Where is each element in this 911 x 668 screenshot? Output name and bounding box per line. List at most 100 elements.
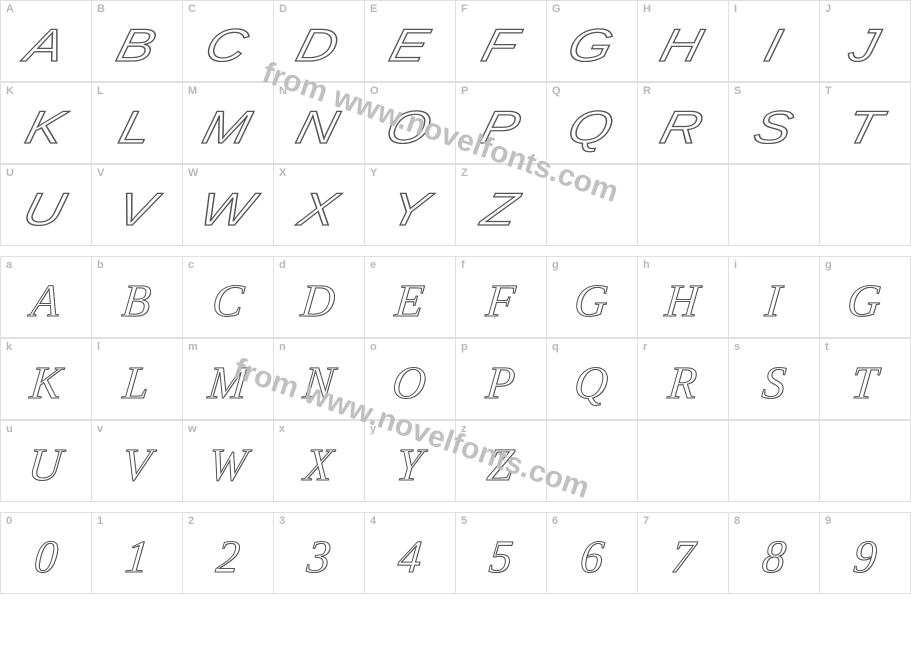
glyph-cell[interactable]: nN bbox=[273, 338, 364, 420]
cell-label: W bbox=[188, 167, 198, 179]
glyph-cell[interactable]: 66 bbox=[546, 512, 637, 594]
glyph-cell[interactable]: yY bbox=[364, 420, 455, 502]
cell-label: r bbox=[643, 341, 647, 353]
glyph-cell[interactable]: UU bbox=[0, 164, 91, 246]
glyph-cell[interactable]: 77 bbox=[637, 512, 728, 594]
glyph-cell[interactable] bbox=[546, 164, 637, 246]
glyph-cell[interactable]: 44 bbox=[364, 512, 455, 594]
glyph-cell[interactable]: vV bbox=[91, 420, 182, 502]
cell-label: n bbox=[279, 341, 286, 353]
glyph-cell[interactable]: 33 bbox=[273, 512, 364, 594]
glyph-cell[interactable]: 55 bbox=[455, 512, 546, 594]
glyph-display bbox=[773, 201, 775, 209]
glyph-cell[interactable]: LL bbox=[91, 82, 182, 164]
glyph-cell[interactable]: DD bbox=[273, 0, 364, 82]
glyph-cell[interactable]: BB bbox=[91, 0, 182, 82]
cell-label: 5 bbox=[461, 515, 467, 527]
glyph-cell[interactable]: RR bbox=[637, 82, 728, 164]
glyph-display: Y bbox=[385, 178, 435, 232]
glyph-cell[interactable]: lL bbox=[91, 338, 182, 420]
glyph-cell[interactable]: 22 bbox=[182, 512, 273, 594]
glyph-cell[interactable]: 00 bbox=[0, 512, 91, 594]
row-spacer bbox=[0, 502, 911, 512]
cell-label: x bbox=[279, 423, 285, 435]
glyph-display: 6 bbox=[578, 526, 607, 580]
glyph-row: KKLLMMNNOOPPQQRRSSTT bbox=[0, 82, 911, 164]
glyph-cell[interactable]: WW bbox=[182, 164, 273, 246]
glyph-cell[interactable]: XX bbox=[273, 164, 364, 246]
glyph-cell[interactable]: mM bbox=[182, 338, 273, 420]
glyph-cell[interactable]: NN bbox=[273, 82, 364, 164]
glyph-cell[interactable]: bB bbox=[91, 256, 182, 338]
glyph-display: Z bbox=[477, 178, 524, 232]
glyph-cell[interactable]: zZ bbox=[455, 420, 546, 502]
glyph-cell[interactable]: qQ bbox=[546, 338, 637, 420]
glyph-cell[interactable]: JJ bbox=[819, 0, 910, 82]
glyph-display bbox=[865, 457, 866, 465]
glyph-display: 5 bbox=[487, 526, 516, 580]
glyph-cell[interactable]: PP bbox=[455, 82, 546, 164]
glyph-cell[interactable]: HH bbox=[637, 0, 728, 82]
glyph-cell[interactable]: KK bbox=[0, 82, 91, 164]
glyph-cell[interactable] bbox=[819, 420, 910, 502]
glyph-cell[interactable]: pP bbox=[455, 338, 546, 420]
glyph-cell[interactable] bbox=[728, 420, 819, 502]
glyph-cell[interactable] bbox=[637, 164, 728, 246]
glyph-cell[interactable] bbox=[546, 420, 637, 502]
cell-label: H bbox=[643, 3, 651, 15]
glyph-cell[interactable]: YY bbox=[364, 164, 455, 246]
glyph-display: 9 bbox=[851, 526, 880, 580]
glyph-cell[interactable]: sS bbox=[728, 338, 819, 420]
glyph-cell[interactable]: wW bbox=[182, 420, 273, 502]
glyph-cell[interactable]: VV bbox=[91, 164, 182, 246]
glyph-display: D bbox=[300, 270, 339, 324]
glyph-cell[interactable]: gG bbox=[546, 256, 637, 338]
glyph-cell[interactable]: SS bbox=[728, 82, 819, 164]
glyph-cell[interactable]: oO bbox=[364, 338, 455, 420]
glyph-cell[interactable]: 99 bbox=[819, 512, 910, 594]
glyph-cell[interactable]: AA bbox=[0, 0, 91, 82]
cell-label: c bbox=[188, 259, 194, 271]
glyph-cell[interactable]: iI bbox=[728, 256, 819, 338]
glyph-cell[interactable]: FF bbox=[455, 0, 546, 82]
glyph-cell[interactable]: EE bbox=[364, 0, 455, 82]
glyph-cell[interactable]: MM bbox=[182, 82, 273, 164]
glyph-cell[interactable]: cC bbox=[182, 256, 273, 338]
glyph-cell[interactable]: CC bbox=[182, 0, 273, 82]
glyph-cell[interactable] bbox=[637, 420, 728, 502]
cell-label: s bbox=[734, 341, 740, 353]
glyph-display bbox=[774, 457, 775, 465]
glyph-cell[interactable]: II bbox=[728, 0, 819, 82]
glyph-cell[interactable]: TT bbox=[819, 82, 910, 164]
cell-label: o bbox=[370, 341, 377, 353]
glyph-cell[interactable]: ZZ bbox=[455, 164, 546, 246]
glyph-cell[interactable]: tT bbox=[819, 338, 910, 420]
cell-label: m bbox=[188, 341, 198, 353]
glyph-cell[interactable]: 11 bbox=[91, 512, 182, 594]
glyph-display: L bbox=[121, 352, 152, 406]
glyph-cell[interactable]: fF bbox=[455, 256, 546, 338]
glyph-cell[interactable]: uU bbox=[0, 420, 91, 502]
glyph-cell[interactable]: xX bbox=[273, 420, 364, 502]
glyph-cell[interactable]: eE bbox=[364, 256, 455, 338]
cell-label: 0 bbox=[6, 515, 12, 527]
glyph-cell[interactable] bbox=[728, 164, 819, 246]
glyph-display: S bbox=[749, 96, 799, 150]
cell-label: B bbox=[97, 3, 105, 15]
glyph-cell[interactable]: OO bbox=[364, 82, 455, 164]
glyph-cell[interactable]: rR bbox=[637, 338, 728, 420]
glyph-cell[interactable]: GG bbox=[546, 0, 637, 82]
glyph-display: X bbox=[302, 434, 336, 488]
glyph-cell[interactable]: dD bbox=[273, 256, 364, 338]
cell-label: d bbox=[279, 259, 286, 271]
glyph-cell[interactable]: aA bbox=[0, 256, 91, 338]
glyph-cell[interactable]: QQ bbox=[546, 82, 637, 164]
cell-label: K bbox=[6, 85, 14, 97]
glyph-cell[interactable]: 88 bbox=[728, 512, 819, 594]
glyph-cell[interactable] bbox=[819, 164, 910, 246]
glyph-display: T bbox=[841, 96, 888, 150]
glyph-display: P bbox=[484, 352, 518, 406]
glyph-cell[interactable]: hH bbox=[637, 256, 728, 338]
glyph-cell[interactable]: gG bbox=[819, 256, 910, 338]
glyph-cell[interactable]: kK bbox=[0, 338, 91, 420]
